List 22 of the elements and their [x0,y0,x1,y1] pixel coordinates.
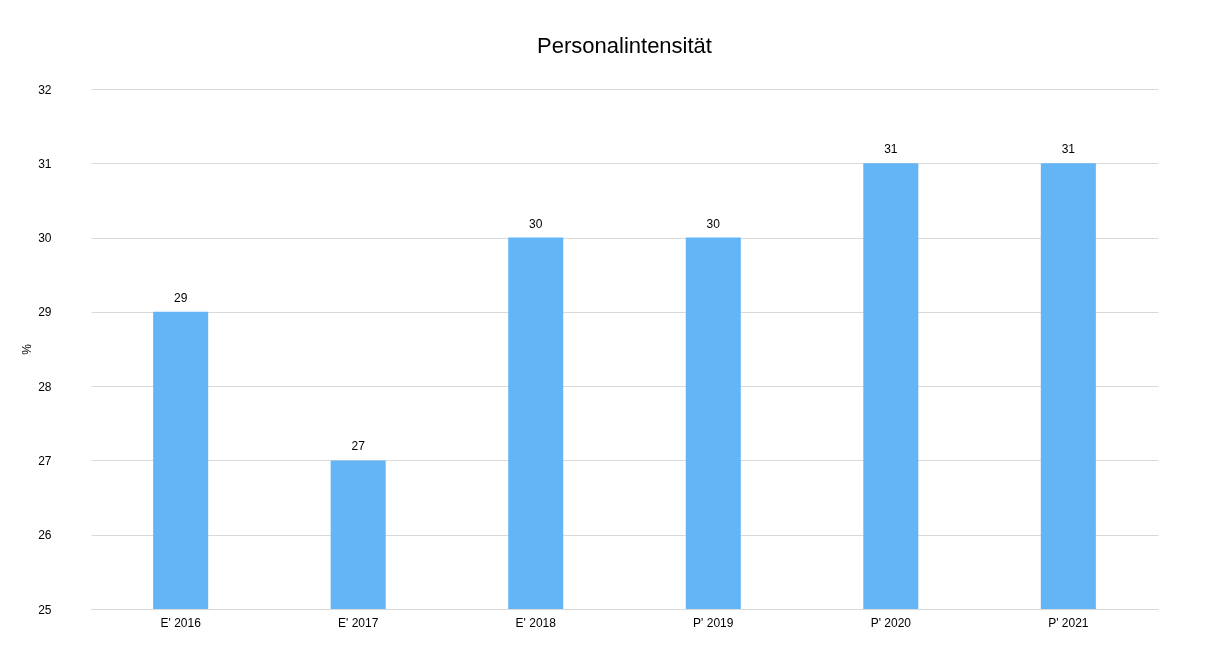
y-tick-label: 26 [38,528,52,543]
data-label: 30 [706,216,721,231]
y-tick-label: 31 [38,156,52,171]
x-tick-label: P' 2021 [1048,615,1089,630]
y-axis-title: % [20,343,35,355]
data-label: 27 [351,439,366,454]
y-tick-label: 27 [38,453,52,468]
x-tick-label: E' 2016 [160,615,202,630]
y-tick-label: 28 [38,379,52,394]
x-tick-label: E' 2018 [515,615,557,630]
data-label: 30 [529,216,543,231]
y-tick-label: 32 [38,82,52,97]
data-label: 31 [884,142,898,157]
y-tick-label: 30 [38,231,52,246]
data-label: 31 [1061,142,1076,157]
data-label: 29 [173,290,188,305]
chart-title: Personalintensität [537,33,712,58]
y-tick-label: 25 [38,602,52,617]
y-tick-label: 29 [38,305,52,320]
x-tick-label: E' 2017 [338,615,379,630]
x-tick-label: P' 2020 [870,615,912,630]
x-tick-label: P' 2019 [693,615,734,630]
